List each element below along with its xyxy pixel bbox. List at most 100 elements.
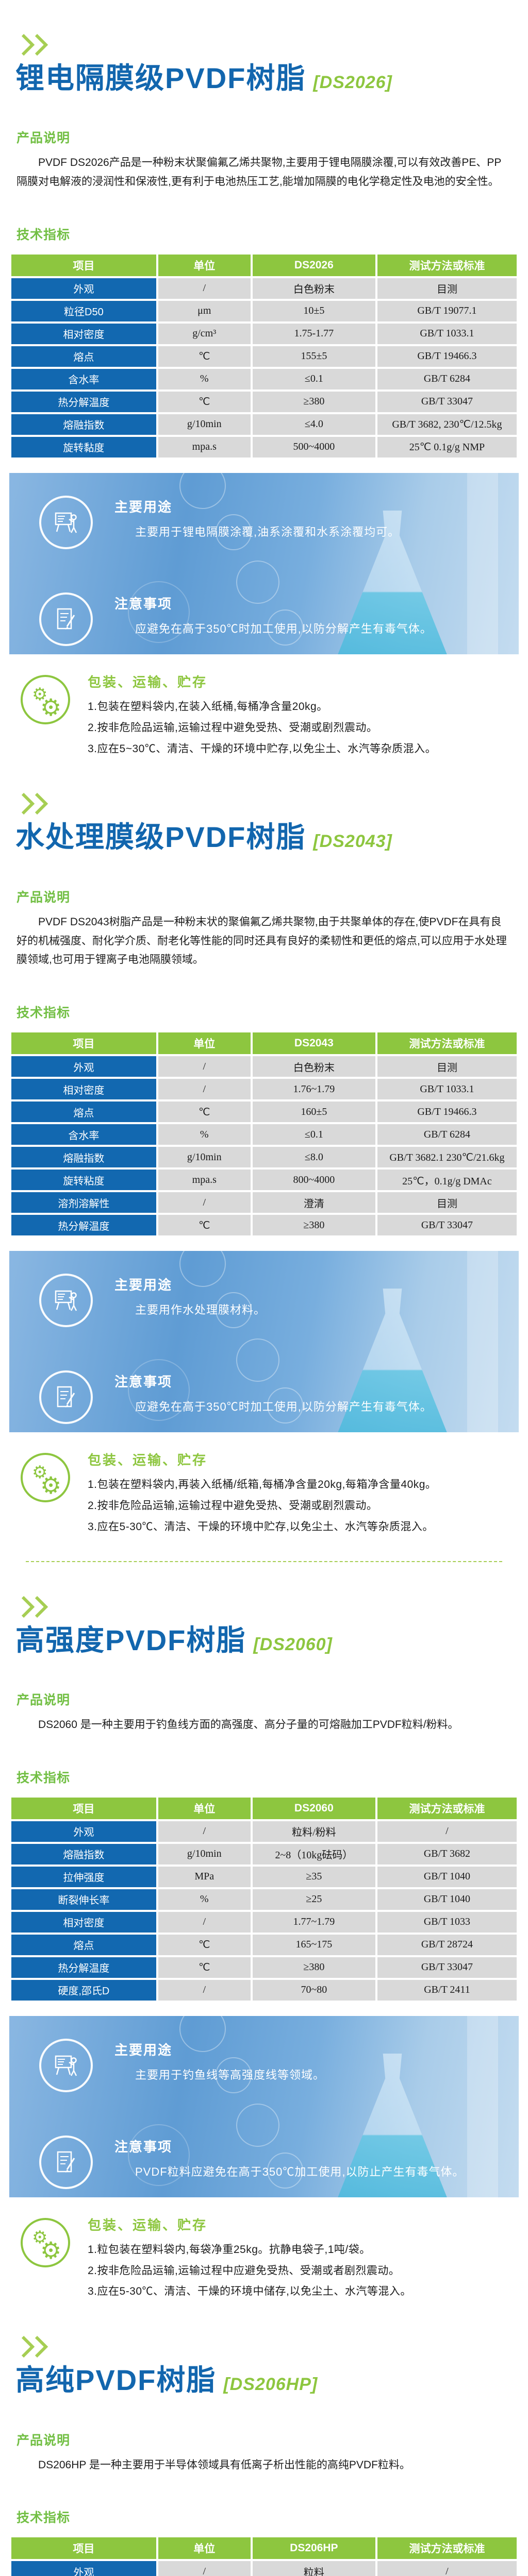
packaging-line: 3.应在5~30℃、清洁、干燥的环境中贮存,以免尘土、水汽等杂质混入。 (88, 742, 437, 755)
spec-column-header: 测试方法或标准 (377, 1032, 517, 1055)
spec-cell: g/10min (158, 414, 251, 435)
spec-table-head: 项目 单位 DS2060 测试方法或标准 (11, 1797, 517, 1819)
spec-cell: / (377, 2561, 517, 2576)
spec-cell: GB/T 1033.1 (377, 1079, 517, 1100)
spec-table-head: 项目 单位 DS206HP 测试方法或标准 (11, 2537, 517, 2560)
product-code: [DS2060] (253, 1634, 333, 1654)
spec-cell: GB/T 33047 (377, 1957, 517, 1978)
usage-block: 主要用途 主要用作水处理膜材料。 (9, 1274, 519, 1328)
packaging-line: 1.粒包装在塑料袋内,每袋净重25kg。抗静电袋子,1吨/袋。 (88, 2243, 371, 2256)
spec-cell: / (158, 1192, 251, 1213)
spec-cell: GB/T 1033.1 (377, 323, 517, 344)
product-section: 高强度PVDF树脂 [DS2060] 产品说明 DS2060 是一种主要用于钓鱼线… (0, 1562, 528, 2302)
spec-row-header: 粒径D50 (11, 300, 156, 321)
packaging-block: ⚙ ⚙ 包装、运输、贮存 1.粒包装在塑料袋内,每袋净重25kg。抗静电袋子,1… (21, 2215, 513, 2302)
description-heading: 产品说明 (16, 131, 71, 146)
spec-row: 热分解温度 ℃ ≥380 GB/T 33047 (11, 1215, 517, 1236)
notes-lines: PVDF粒料应避免在高于350℃加工使用,以防止产生有毒气体。 (135, 2163, 465, 2181)
spec-cell: GB/T 3682 (377, 1843, 517, 1865)
spec-cell: % (158, 368, 251, 389)
spec-cell: 155±5 (252, 346, 375, 367)
spec-cell: ≤0.1 (252, 368, 375, 389)
spec-column-header: 项目 (11, 1032, 156, 1055)
packaging-block: ⚙ ⚙ 包装、运输、贮存 1.包装在塑料袋内,再装入纸桶/纸箱,每桶净含量20k… (21, 1450, 513, 1537)
spec-row-header: 熔融指数 (11, 414, 156, 435)
notes-line: PVDF粒料应避免在高于350℃加工使用,以防止产生有毒气体。 (135, 2165, 465, 2178)
spec-cell: 800~4000 (252, 1170, 375, 1191)
spec-cell: ℃ (158, 346, 251, 367)
spec-cell: / (158, 1911, 251, 1933)
spec-row-header: 含水率 (11, 1124, 156, 1145)
spec-row: 熔点 ℃ 165~175 GB/T 28724 (11, 1934, 517, 1955)
spec-column-header: 项目 (11, 1797, 156, 1819)
spec-cell: GB/T 28724 (377, 1934, 517, 1955)
presentation-board-icon (39, 495, 93, 549)
spec-row: 含水率% ≤0.1 GB/T 6284 (11, 1124, 517, 1145)
packaging-line: 3.应在5-30℃、清洁、干燥的环境中贮存,以免尘土、水汽等杂质混入。 (88, 1520, 434, 1533)
spec-cell: 粒料/粉料 (252, 1821, 375, 1842)
spec-cell: GB/T 6284 (377, 1124, 517, 1145)
spec-row-header: 拉伸强度 (11, 1866, 156, 1887)
spec-cell: 10±5 (252, 300, 375, 321)
spec-cell: GB/T 3682.1 230℃/21.6kg (377, 1147, 517, 1168)
spec-header-row: 项目 单位 DS206HP 测试方法或标准 (11, 2537, 517, 2560)
product-hero-image: 主要用途 主要用作水处理膜材料。 注意事项 (9, 1251, 519, 1433)
notes-text-block: 注意事项 PVDF粒料应避免在高于350℃加工使用,以防止产生有毒气体。 (114, 2136, 465, 2181)
spec-row-header: 外观 (11, 2561, 156, 2576)
spec-row-header: 熔点 (11, 1101, 156, 1123)
notes-line: 应避免在高于350℃时加工使用,以防分解产生有毒气体。 (135, 622, 432, 635)
spec-cell: GB/T 19466.3 (377, 1101, 517, 1123)
double-chevron-icon (19, 1595, 528, 1619)
packaging-heading: 包装、运输、贮存 (88, 2217, 208, 2233)
spec-row-header: 外观 (11, 1056, 156, 1077)
product-title: 水处理膜级PVDF树脂 [DS2043] (15, 821, 528, 854)
spec-row: 拉伸强度 MPa ≥35 GB/T 1040 (11, 1866, 517, 1887)
spec-cell: 165~175 (252, 1934, 375, 1955)
usage-block: 主要用途 主要用于钓鱼线等高强度线等领域。 (9, 2038, 519, 2092)
spec-cell: ≥25 (252, 1889, 375, 1910)
glass-highlight-decoration (467, 2015, 498, 2197)
spec-heading: 技术指标 (16, 1006, 71, 1021)
spec-table-body: 外观 / 粒料/粉料 / 熔融指数 g/10min 2~8（10kg砝码） GB/T 3682… (11, 1821, 517, 2001)
spec-column-header: 单位 (158, 1032, 251, 1055)
spec-row: 相对密度/1.76~1.79 GB/T 1033.1 (11, 1079, 517, 1100)
spec-cell: 1.76~1.79 (252, 1079, 375, 1100)
spec-cell: g/10min (158, 1843, 251, 1865)
spec-cell: GB/T 33047 (377, 391, 517, 412)
usage-text-block: 主要用途 主要用作水处理膜材料。 (114, 1274, 266, 1319)
glass-highlight-decoration (467, 1251, 498, 1433)
product-title-text: 高强度PVDF树脂 (15, 1623, 246, 1656)
spec-row-header: 外观 (11, 278, 156, 299)
product-section: 水处理膜级PVDF树脂 [DS2043] 产品说明 PVDF DS2043树脂产品… (0, 759, 528, 1562)
spec-header-row: 项目 单位 DS2043 测试方法或标准 (11, 1032, 517, 1055)
notepad-pencil-icon (39, 1370, 93, 1425)
spec-cell: 1.77~1.79 (252, 1911, 375, 1933)
product-title: 锂电隔膜级PVDF树脂 [DS2026] (15, 62, 528, 95)
description-heading: 产品说明 (16, 1692, 71, 1707)
usage-heading: 主要用途 (114, 499, 173, 515)
spec-column-header: 项目 (11, 254, 156, 276)
spec-column-header: 测试方法或标准 (377, 2537, 517, 2560)
spec-cell: 25℃ 0.1g/g NMP (377, 436, 517, 457)
spec-cell: GB/T 19077.1 (377, 300, 517, 321)
spec-cell: 70~80 (252, 1979, 375, 2001)
notes-block: 注意事项 PVDF粒料应避免在高于350℃加工使用,以防止产生有毒气体。 (9, 2135, 519, 2189)
spec-cell: ≤4.0 (252, 414, 375, 435)
packaging-lines: 1.包装在塑料袋内,再装入纸桶/纸箱,每桶净含量20kg,每箱净含量40kg。 2… (88, 1475, 436, 1537)
spec-row-header: 熔融指数 (11, 1147, 156, 1168)
spec-row-header: 热分解温度 (11, 391, 156, 412)
spec-cell: GB/T 19466.3 (377, 346, 517, 367)
spec-row-header: 熔点 (11, 1934, 156, 1955)
spec-table: 项目 单位 DS2026 测试方法或标准 外观 / 白色粉末 目测 粒径D50 μm 10±5 GB… (9, 252, 519, 460)
double-chevron-icon (19, 33, 528, 57)
spec-column-header: 测试方法或标准 (377, 254, 517, 276)
spec-row: 断裂伸长率% ≥25 GB/T 1040 (11, 1889, 517, 1910)
spec-row: 热分解温度 ℃ ≥380 GB/T 33047 (11, 391, 517, 412)
spec-column-header: DS2043 (252, 1032, 375, 1055)
spec-row-header: 热分解温度 (11, 1215, 156, 1236)
spec-column-header: 单位 (158, 1797, 251, 1819)
spec-cell: GB/T 3682, 230℃/12.5kg (377, 414, 517, 435)
notes-line: 应避免在高于350℃时加工使用,以防分解产生有毒气体。 (135, 1400, 432, 1414)
